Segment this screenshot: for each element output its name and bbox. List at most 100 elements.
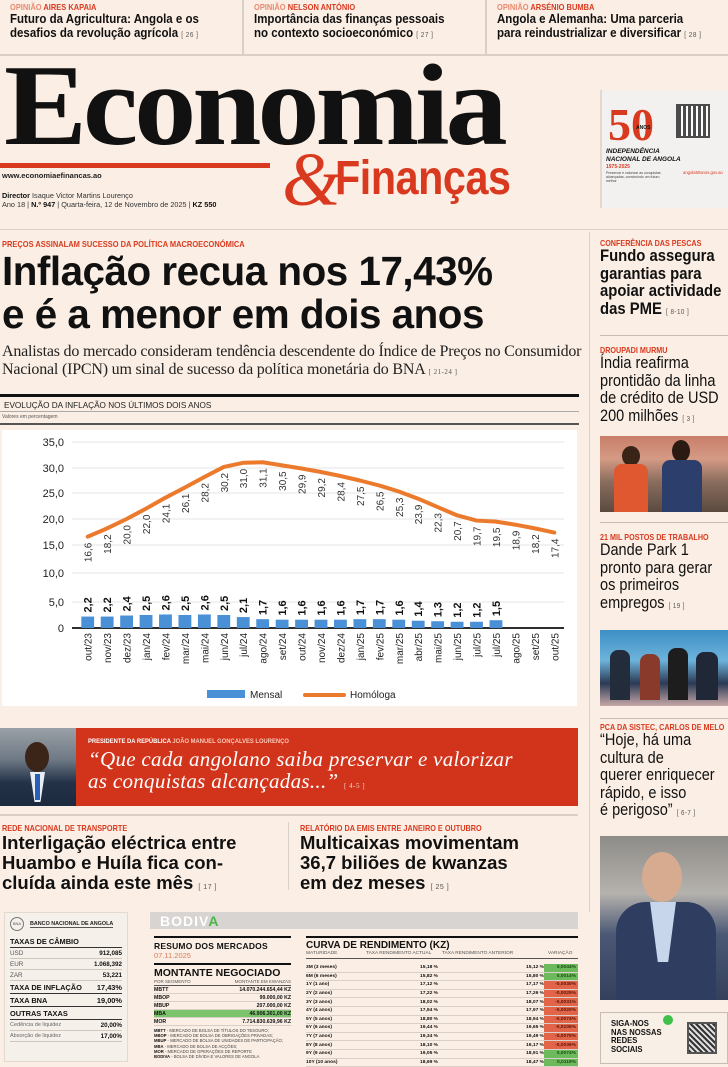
story-india[interactable]: DROUPADI MURMU Índia reafirma prontidão … — [600, 346, 728, 428]
page-ref: [ 17 ] — [198, 884, 217, 891]
social-line: REDES — [611, 1035, 638, 1045]
col-header: TAXA RENDIMENTO ACTUAL — [366, 951, 432, 956]
segment: MBUP — [154, 1002, 170, 1009]
story-headline-line: 200 milhões — [600, 406, 679, 425]
svg-text:28,4: 28,4 — [336, 482, 347, 502]
ad-tagline: Preservar e valorizar as conquistas alca… — [606, 171, 661, 183]
masthead-subtitle: Finanças — [335, 152, 511, 205]
maturity: 4Y (4 anos) — [306, 1008, 333, 1014]
previous-rate: 18,07 % — [526, 999, 544, 1005]
svg-text:16,6: 16,6 — [84, 542, 95, 562]
svg-text:ago/25: ago/25 — [511, 633, 522, 664]
rate-value: 17,00% — [100, 1032, 122, 1040]
summary-title: RESUMO DOS MERCADOS — [154, 941, 268, 951]
opinion-item-3[interactable]: OPINIÃO ARSÉNIO BUMBA Angola e Alemanha:… — [487, 0, 728, 56]
issue-date: | Quarta-feira, 12 de Novembro de 2025 | — [57, 200, 191, 209]
curve-title: CURVA DE RENDIMENTO (KZ) — [306, 940, 450, 951]
story-pescas[interactable]: CONFERÊNCIA DAS PESCAS Fundo assegura ga… — [600, 239, 728, 321]
inflation-label: TAXA DE INFLAÇÃO — [10, 982, 82, 992]
amount-title: MONTANTE NEGOCIADO — [154, 967, 281, 979]
curve-row: 10Y (10 anos) 18,69 % 18,47 % 0,0119% — [306, 1058, 578, 1067]
col-header: VARIAÇÃO — [548, 951, 573, 956]
quote-role: PRESIDENTE DA REPÚBLICA — [88, 738, 171, 745]
quote-text: “Que cada angolano saiba preservar e val… — [88, 748, 513, 797]
curve-table: 3M (3 meses) 15,18 % 15,12 % 0,0044% 6M (6 m… — [306, 964, 578, 1067]
current-rate: 15,82 % — [420, 973, 438, 979]
divider — [600, 522, 728, 523]
lead-headline[interactable]: Inflação recua nos 17,43% e é a menor em… — [2, 250, 493, 336]
svg-text:1,7: 1,7 — [374, 600, 386, 615]
page-ref: [ 26 ] — [181, 32, 199, 39]
story-sistec[interactable]: PCA DA SISTEC, CARLOS DE MELO “Hoje, há … — [600, 723, 728, 823]
opinion-label: OPINIÃO — [254, 2, 286, 12]
svg-text:mar/24: mar/24 — [181, 633, 192, 665]
previous-rate: 17,97 % — [526, 1008, 544, 1014]
svg-text:2,5: 2,5 — [219, 596, 231, 611]
previous-rate: 19,17 % — [526, 1042, 544, 1048]
masthead-red-rule — [0, 163, 270, 168]
segment: MBA — [154, 1010, 166, 1017]
maturity: 5Y (5 anos) — [306, 1016, 333, 1022]
svg-text:2,6: 2,6 — [160, 595, 172, 610]
svg-text:nov/23: nov/23 — [103, 633, 114, 663]
svg-text:5,0: 5,0 — [49, 597, 64, 609]
qr-code-icon — [676, 104, 710, 138]
variation: -0,0105% — [544, 1024, 578, 1032]
svg-text:mai/25: mai/25 — [434, 633, 445, 663]
independence-50-ad[interactable]: 50 ANOS INDEPENDÊNCIA NACIONAL DE ANGOLA … — [600, 90, 728, 208]
ad-line: NACIONAL DE ANGOLA — [606, 155, 681, 163]
svg-text:out/24: out/24 — [298, 633, 309, 661]
svg-text:2,6: 2,6 — [199, 595, 211, 610]
page-ref: [ 8-10 ] — [666, 308, 690, 316]
story-headline-line: Índia reafirma — [600, 354, 689, 372]
president-quote-banner[interactable] — [0, 728, 578, 806]
divider — [288, 822, 289, 890]
story-dande-park[interactable]: 21 MIL POSTOS DE TRABALHO Dande Park 1 p… — [600, 533, 728, 615]
story-multicaixas[interactable]: RELATÓRIO DA EMIS ENTRE JANEIRO E OUTUBR… — [300, 823, 519, 898]
bar-mensal — [372, 619, 386, 628]
deck-text: Analistas do mercado consideram tendênci… — [2, 343, 582, 378]
svg-text:22,3: 22,3 — [434, 513, 445, 533]
svg-text:1,6: 1,6 — [277, 600, 289, 615]
chart-title: EVOLUÇÃO DA INFLAÇÃO NOS ÚLTIMOS DOIS AN… — [4, 401, 212, 410]
website-link[interactable]: www.economiaefinancas.ao — [2, 171, 102, 180]
svg-text:31,1: 31,1 — [259, 468, 270, 488]
opinion-item-2[interactable]: OPINIÃO NELSON ANTÓNIO Importância das f… — [244, 0, 486, 56]
current-rate: 18,10 % — [420, 1042, 438, 1048]
bna-rate-value: 19,00% — [96, 995, 122, 1005]
qr-code-icon[interactable] — [687, 1022, 717, 1054]
page-ref: [ 27 ] — [416, 32, 434, 39]
curve-row: 3M (3 meses) 15,18 % 15,12 % 0,0044% — [306, 964, 578, 973]
variation: -0,0020% — [544, 1006, 578, 1015]
other-rates-title: OUTRAS TAXAS — [10, 1008, 68, 1018]
story-headline-line: apoiar actividade — [600, 282, 722, 300]
current-rate: 18,69 % — [420, 1059, 438, 1065]
svg-text:1,6: 1,6 — [394, 600, 406, 615]
story-headline-line: 36,7 biliões de kwanzas — [300, 852, 508, 873]
svg-text:26,5: 26,5 — [375, 491, 386, 511]
bar-mensal — [178, 615, 192, 628]
opinion-item-1[interactable]: OPINIÃO AIRES KAPAIA Futuro da Agricultu… — [0, 0, 242, 56]
page-ref: [ 28 ] — [684, 32, 702, 39]
story-headline-line: cluída ainda este mês — [2, 872, 194, 893]
inflation-value: 17,43% — [96, 982, 122, 992]
svg-text:30,5: 30,5 — [278, 471, 289, 491]
story-transport[interactable]: REDE NACIONAL DE TRANSPORTE Interligação… — [2, 823, 236, 898]
chart-subtitle: Valores em percentagem — [2, 414, 58, 420]
bar-mensal — [159, 614, 172, 628]
story-headline-line: querer enriquecer — [600, 766, 715, 784]
variation: -0,0031% — [544, 998, 578, 1006]
social-line: NAS NOSSAS — [611, 1026, 662, 1037]
story-kicker: DROUPADI MURMU — [600, 346, 668, 355]
svg-text:ago/24: ago/24 — [259, 633, 270, 664]
svg-text:30,2: 30,2 — [220, 473, 231, 493]
social-follow-box[interactable]: SIGA-NOS NAS NOSSAS REDES SOCIAIS — [600, 1012, 728, 1064]
maturity: 10Y (10 anos) — [306, 1059, 338, 1065]
previous-rate: 17,17 % — [526, 982, 544, 988]
fx-title: TAXAS DE CÂMBIO — [10, 936, 79, 946]
story-headline-line: Interligação eléctrica entre — [2, 832, 237, 853]
story-headline-line: em dez meses — [300, 872, 426, 893]
svg-text:2,5: 2,5 — [180, 596, 192, 611]
svg-text:jun/25: jun/25 — [453, 633, 464, 662]
ad-years: 1975-2025 — [606, 164, 630, 170]
